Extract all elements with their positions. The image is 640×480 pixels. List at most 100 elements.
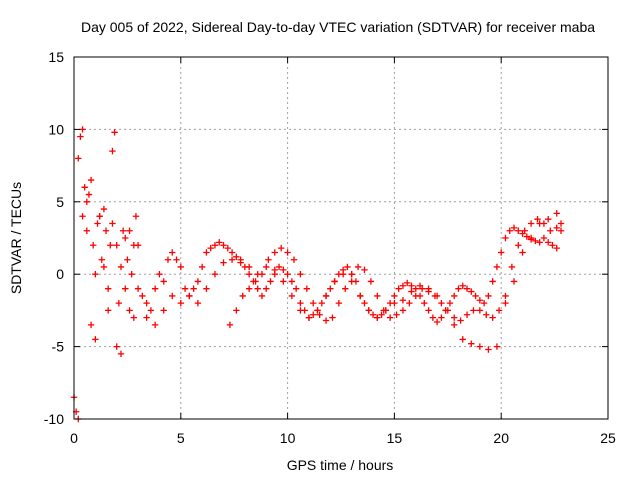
y-tick-labels: -10 -5 0 5 10 15	[44, 49, 64, 427]
data-point	[143, 299, 150, 307]
data-point	[277, 244, 285, 252]
data-point	[553, 224, 560, 232]
data-point	[354, 263, 362, 271]
data-point	[177, 299, 184, 307]
data-point	[288, 292, 296, 300]
data-point	[245, 263, 253, 271]
data-point	[399, 307, 407, 314]
data-point	[203, 285, 210, 292]
data-point	[90, 242, 97, 249]
data-point	[472, 292, 479, 300]
data-point	[271, 266, 278, 274]
data-point	[335, 299, 343, 307]
data-point	[322, 292, 330, 300]
data-point	[425, 288, 432, 295]
data-point	[228, 256, 236, 263]
data-point	[284, 249, 291, 256]
data-point	[83, 198, 91, 205]
data-point	[77, 133, 84, 140]
data-point	[245, 285, 253, 292]
data-point	[515, 227, 522, 234]
data-point	[226, 321, 234, 329]
data-point	[523, 233, 531, 240]
data-point	[510, 278, 518, 285]
data-point	[395, 285, 402, 292]
y-tick-label: -10	[44, 411, 64, 427]
data-point	[316, 311, 323, 318]
data-point	[361, 299, 368, 307]
data-point	[186, 292, 193, 300]
data-point	[132, 213, 140, 220]
data-point	[169, 292, 176, 300]
data-point	[463, 285, 471, 292]
data-point	[113, 242, 120, 249]
data-point	[318, 299, 325, 307]
data-point	[540, 234, 548, 242]
data-point	[297, 307, 304, 314]
data-point	[122, 285, 129, 292]
data-point	[310, 299, 317, 307]
x-tick-label: 15	[387, 430, 403, 446]
data-point	[87, 321, 95, 329]
data-point	[284, 271, 291, 278]
data-point	[104, 285, 112, 292]
data-point	[126, 307, 133, 314]
y-tick-label: 10	[48, 121, 64, 137]
y-tick-label: 5	[56, 194, 64, 210]
data-point	[124, 256, 131, 263]
data-point	[107, 242, 114, 249]
data-point	[100, 205, 108, 213]
data-point	[181, 285, 189, 292]
data-point	[83, 227, 91, 234]
data-point	[421, 299, 428, 307]
data-point	[380, 307, 387, 314]
data-point	[160, 278, 167, 285]
data-point	[322, 317, 330, 324]
data-point	[348, 271, 355, 278]
y-tick-label: -5	[52, 339, 65, 355]
data-point	[81, 184, 88, 191]
data-point	[457, 317, 464, 324]
data-point	[489, 278, 496, 285]
data-point	[177, 263, 184, 271]
data-point	[87, 176, 95, 184]
data-point	[406, 299, 413, 307]
data-point	[254, 285, 261, 292]
data-point	[463, 311, 471, 318]
data-point	[92, 336, 99, 343]
data-point	[220, 259, 227, 266]
data-point	[557, 227, 565, 234]
data-point	[374, 314, 381, 321]
data-point	[399, 297, 407, 304]
data-point	[547, 227, 554, 234]
x-tick-labels: 0 5 10 15 20 25	[70, 430, 616, 446]
data-point	[126, 227, 133, 234]
data-point	[459, 336, 466, 343]
data-point	[553, 244, 560, 252]
data-point	[263, 285, 270, 292]
data-point	[483, 311, 490, 318]
data-point	[468, 340, 475, 347]
data-point	[493, 343, 501, 350]
data-point	[139, 292, 146, 300]
data-points	[70, 126, 565, 423]
data-point	[134, 242, 142, 249]
data-point	[489, 314, 496, 321]
data-point	[75, 155, 82, 162]
data-point	[207, 244, 214, 252]
x-axis-label: GPS time / hours	[287, 457, 394, 473]
data-point	[502, 299, 509, 307]
data-point	[109, 147, 116, 155]
data-point	[258, 271, 266, 278]
data-point	[310, 311, 317, 318]
data-point	[418, 285, 426, 292]
data-point	[476, 307, 484, 314]
data-point	[233, 307, 240, 314]
data-point	[147, 307, 155, 314]
data-point	[408, 282, 415, 289]
data-point	[348, 278, 355, 285]
data-point	[438, 314, 445, 321]
data-point	[297, 299, 304, 307]
data-point	[425, 307, 432, 314]
y-tick-label: 0	[56, 266, 64, 282]
